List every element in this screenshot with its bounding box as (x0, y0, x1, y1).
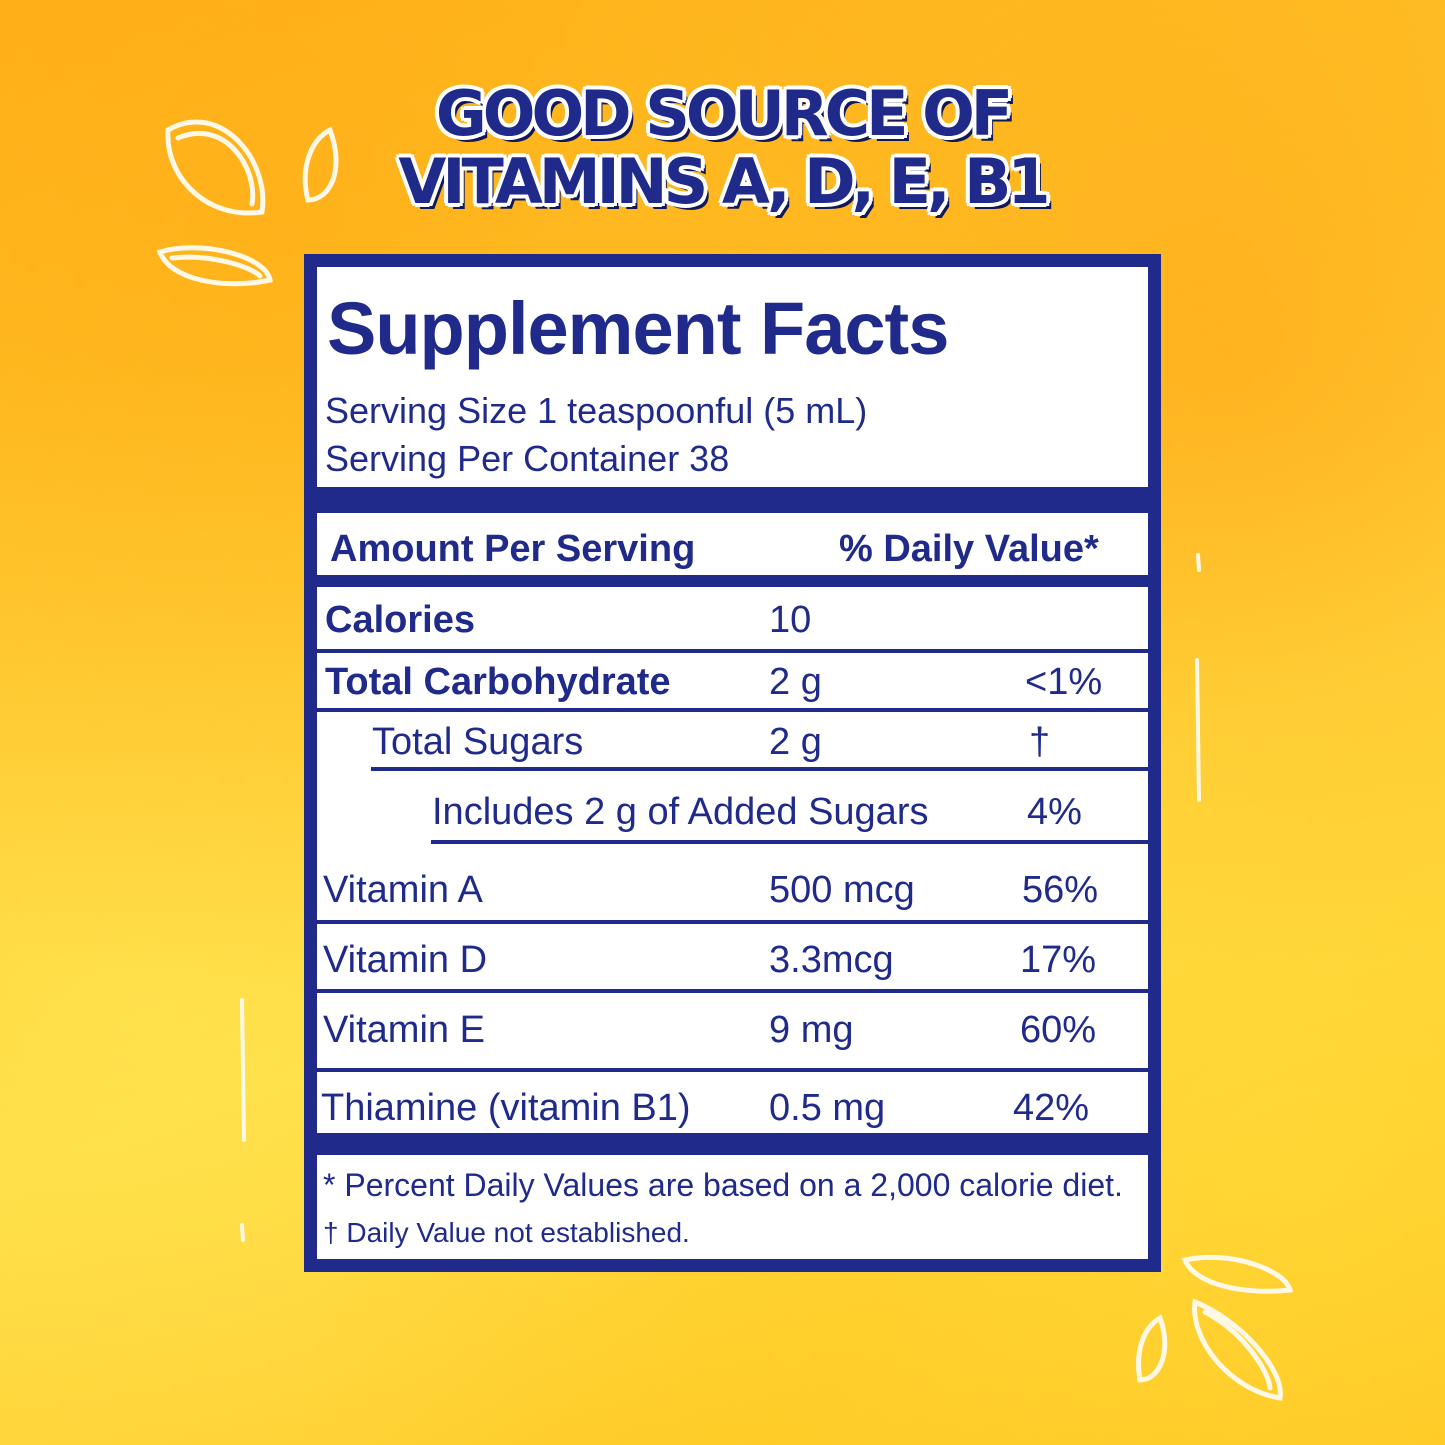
row-dv: † (1029, 721, 1051, 763)
row-name: Includes 2 g of Added Sugars (432, 791, 929, 833)
row-amount: 9 mg (769, 1009, 854, 1051)
row-divider (317, 649, 1148, 653)
row-name: Calories (325, 599, 475, 641)
amount-per-serving-header: Amount Per Serving (330, 528, 696, 570)
row-name: Thiamine (vitamin B1) (321, 1087, 691, 1129)
headline-line-1: GOOD SOURCE OF (435, 77, 1013, 150)
footer-divider-bar (317, 1133, 1148, 1155)
row-divider (317, 920, 1148, 924)
servings-per-container: Serving Per Container 38 (325, 438, 730, 479)
row-amount: 500 mcg (769, 869, 915, 911)
row-dv: 60% (1020, 1009, 1097, 1051)
row-divider (317, 708, 1148, 712)
row-name: Vitamin D (323, 939, 488, 981)
row-divider (317, 1068, 1148, 1072)
row-amount: 2 g (769, 721, 822, 763)
serving-size: Serving Size 1 teaspoonful (5 mL) (325, 390, 868, 431)
footnote-not-established: † Daily Value not established. (323, 1217, 690, 1248)
row-dv: 4% (1027, 791, 1082, 833)
row-name: Vitamin E (323, 1009, 485, 1051)
row-amount: 2 g (769, 661, 822, 703)
headline-line-2: VITAMINS A, D, E, B1 (398, 145, 1050, 218)
row-amount: 0.5 mg (769, 1087, 886, 1129)
leaf-doodle-top-left (156, 119, 339, 287)
row-dv: 56% (1022, 869, 1099, 911)
column-header-divider (317, 575, 1148, 587)
row-amount: 3.3mcg (769, 939, 894, 981)
panel-title: Supplement Facts (327, 287, 949, 370)
daily-value-header: % Daily Value* (839, 528, 1099, 570)
row-amount: 10 (769, 599, 812, 641)
row-divider (317, 989, 1148, 993)
row-name: Total Carbohydrate (325, 661, 671, 703)
row-divider (431, 840, 1148, 844)
row-dv: 17% (1020, 939, 1097, 981)
dash-doodles (240, 553, 1201, 1242)
row-name: Vitamin A (323, 869, 483, 911)
headline: GOOD SOURCE OF VITAMINS A, D, E, B1 (0, 80, 1445, 216)
header-divider-bar (317, 487, 1148, 513)
row-dv: <1% (1025, 661, 1103, 703)
footnote-daily-values: * Percent Daily Values are based on a 2,… (323, 1167, 1123, 1203)
leaf-doodle-bottom-right (1136, 1254, 1294, 1401)
row-name: Total Sugars (372, 721, 584, 763)
row-divider (371, 767, 1148, 771)
row-dv: 42% (1013, 1087, 1090, 1129)
supplement-facts-panel: Supplement Facts Serving Size 1 teaspoon… (304, 254, 1161, 1272)
